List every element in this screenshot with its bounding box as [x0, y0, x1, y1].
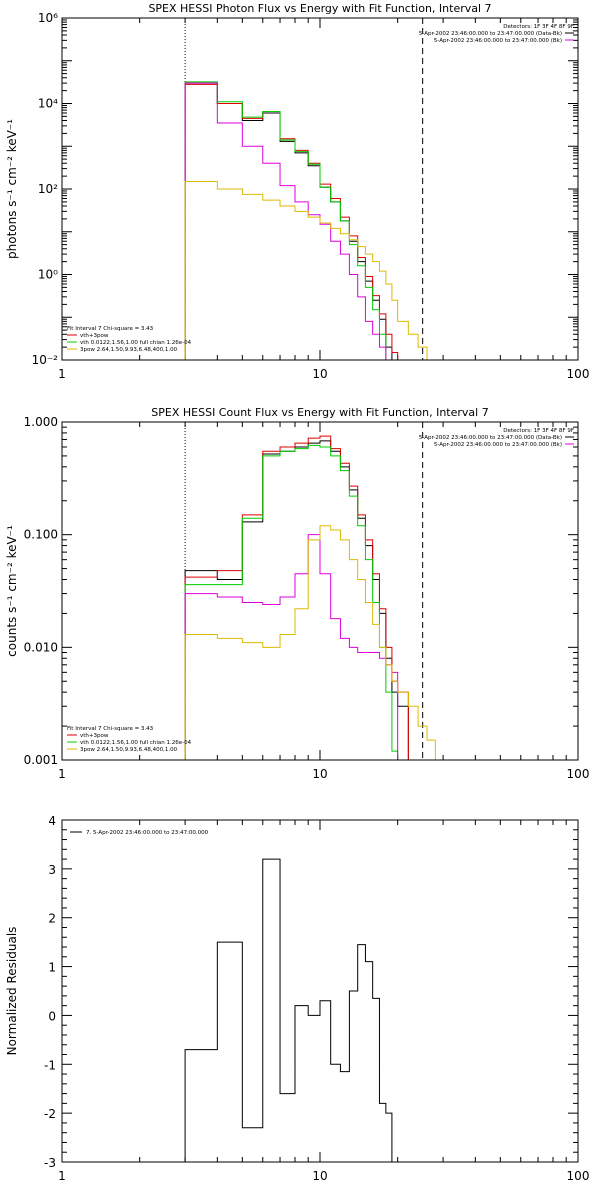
info-line: Detectors: 1F 3F 4F 8F 9F — [503, 428, 574, 434]
series-3pow — [184, 180, 436, 360]
x-tick-label: 1 — [58, 367, 66, 381]
x-tick-label: 100 — [567, 367, 590, 381]
legend-label: 7. 5-Apr-2002 23:46:00.000 to 23:47:00.0… — [86, 830, 209, 836]
info-line: 5-Apr-2002 23:46:00.000 to 23:47:00.000 … — [434, 442, 562, 448]
y-tick-label: -3 — [44, 1156, 56, 1170]
series-bk — [184, 534, 399, 760]
fit-info-line: Fit Interval 7 Chi-square = 3.43 — [67, 726, 154, 732]
y-axis-label: Normalized Residuals — [5, 927, 19, 1056]
info-line: 5-Apr-2002 23:46:00.000 to 23:47:00.000 … — [419, 435, 562, 441]
x-tick-label: 100 — [567, 767, 590, 781]
chart-title: SPEX HESSI Photon Flux vs Energy with Fi… — [148, 2, 491, 15]
y-tick-label: -2 — [44, 1107, 56, 1121]
fit-info-line: vth+3pow — [80, 733, 109, 739]
info-line: Detectors: 1F 3F 4F 8F 9F — [503, 24, 574, 30]
plot-frame — [61, 17, 579, 361]
y-tick-label: 0.001 — [24, 753, 58, 767]
panel-1: SPEX HESSI Photon Flux vs Energy with Fi… — [5, 2, 589, 381]
plot-frame — [61, 421, 579, 761]
info-line: 5-Apr-2002 23:46:00.000 to 23:47:00.000 … — [419, 31, 562, 37]
series-bk — [184, 82, 398, 360]
series-3pow — [184, 525, 436, 760]
y-tick-label: 0.100 — [24, 528, 58, 542]
y-tick-label: 1 — [48, 961, 56, 975]
y-tick-label: 10⁴ — [38, 97, 58, 111]
fit-info-line: vth 0.0122,1.56,1.00 full chian 1.26e-04 — [80, 340, 192, 346]
y-tick-label: 10² — [38, 182, 58, 196]
y-tick-label: 0 — [48, 1009, 56, 1023]
x-tick-label: 100 — [567, 1169, 590, 1183]
chart-title: SPEX HESSI Count Flux vs Energy with Fit… — [151, 406, 488, 419]
series-7-5-apr-2002-23-46-00-000-to-23-47-00-000 — [184, 858, 393, 1162]
fit-info-line: 3pow 2.64,1.50,9.93,6.48,400,1.00 — [80, 747, 178, 753]
fit-info-line: vth+3pow — [80, 333, 109, 339]
y-tick-label: 10⁻² — [32, 353, 59, 367]
plot-frame — [61, 819, 579, 1163]
fit-info-line: 3pow 2.64,1.50,9.93,6.48,400,1.00 — [80, 347, 178, 353]
fit-info-line: vth 0.0122,1.56,1.00 full chian 1.26e-04 — [80, 740, 192, 746]
panel-3: 1 10 100 -3 -2 -1 0 1 2 3 4 Normalized Residuals 7. … — [5, 814, 589, 1183]
y-tick-label: 2 — [48, 912, 56, 926]
y-tick-label: 4 — [48, 814, 56, 828]
x-tick-label: 10 — [312, 1169, 327, 1183]
x-tick-label: 1 — [58, 767, 66, 781]
y-tick-label: 0.010 — [24, 640, 58, 654]
x-tick-label: 1 — [58, 1169, 66, 1183]
y-tick-label: -1 — [44, 1058, 56, 1072]
series-vth-3pow — [184, 83, 409, 360]
x-tick-label: 10 — [312, 367, 327, 381]
y-axis-label: counts s⁻¹ cm⁻² keV⁻¹ — [5, 525, 19, 657]
y-tick-label: 1.000 — [24, 415, 58, 429]
y-tick-label: 10⁶ — [38, 11, 58, 25]
series-vth — [184, 81, 392, 360]
y-tick-label: 10⁰ — [38, 268, 58, 282]
y-tick-label: 3 — [48, 863, 56, 877]
x-tick-label: 10 — [312, 767, 327, 781]
fit-info-line: Fit Interval 7 Chi-square = 3.43 — [67, 326, 154, 332]
info-line: 5-Apr-2002 23:46:00.000 to 23:47:00.000 … — [434, 38, 562, 44]
y-axis-label: photons s⁻¹ cm⁻² keV⁻¹ — [5, 119, 19, 259]
panel-2: SPEX HESSI Count Flux vs Energy with Fit… — [5, 406, 589, 781]
